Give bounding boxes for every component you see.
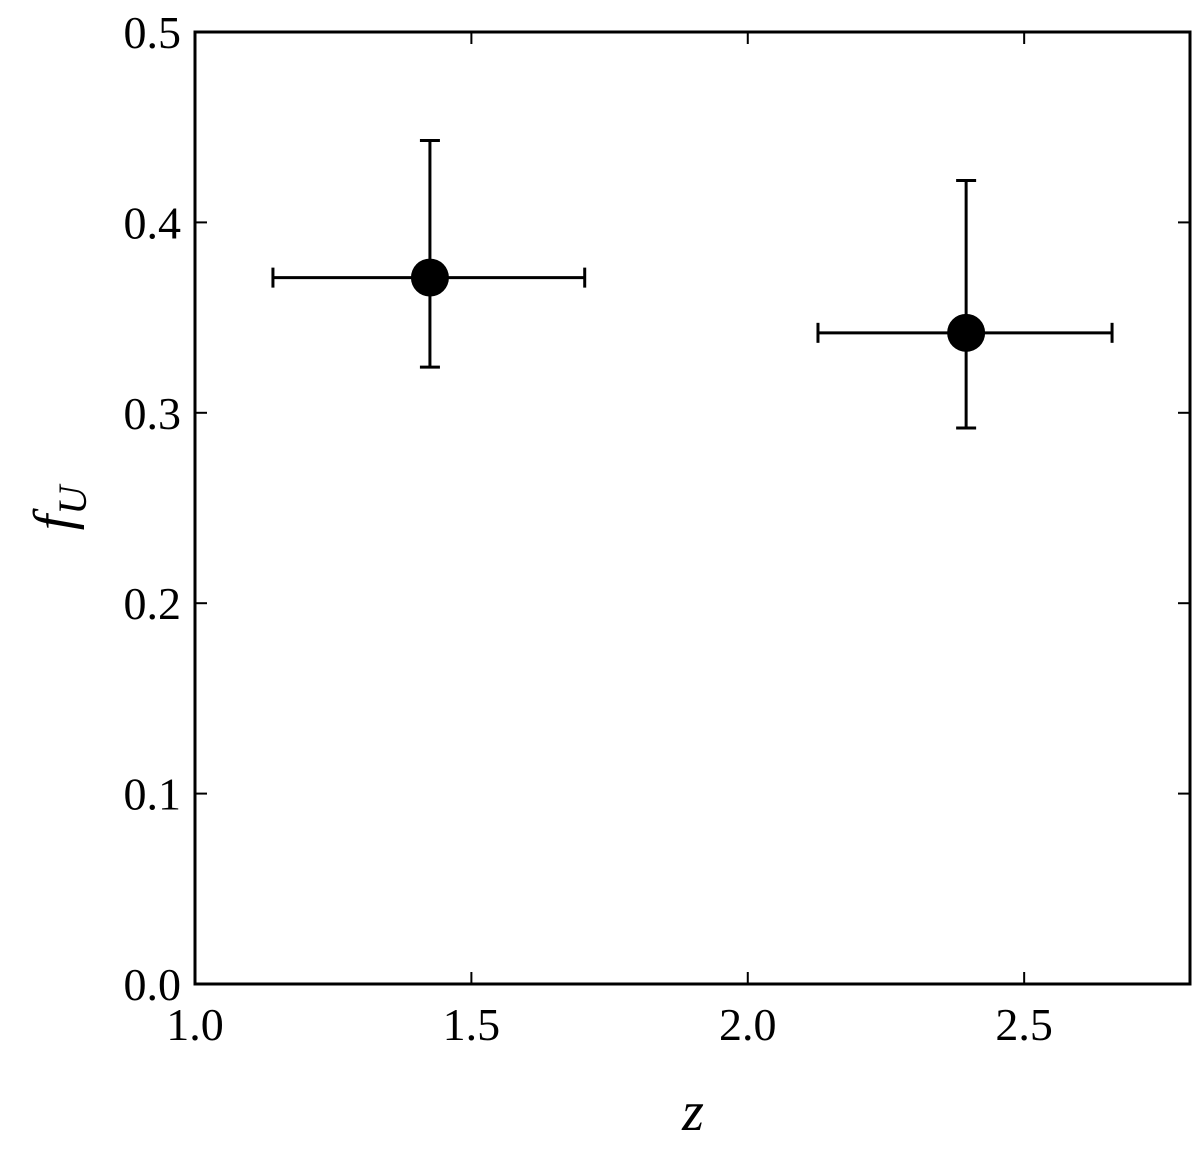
x-tick-label: 2.0	[719, 999, 777, 1050]
x-axis-label: z	[681, 1081, 704, 1143]
y-axis-label: fU	[23, 483, 95, 531]
y-tick-label: 0.4	[124, 197, 182, 248]
plot-frame	[193, 30, 1192, 986]
point	[947, 313, 986, 352]
y-tick-label: 0.5	[124, 7, 182, 58]
x-tick-label: 1.5	[443, 999, 501, 1050]
y-axis-label-subscript: U	[50, 483, 95, 515]
x-tick-label: 1.0	[166, 999, 224, 1050]
point	[410, 258, 449, 297]
y-tick-label: 0.1	[124, 769, 182, 820]
y-tick-label: 0.2	[124, 578, 182, 629]
y-tick-label: 0.3	[124, 388, 182, 439]
x-tick-label: 2.5	[995, 999, 1053, 1050]
y-tick-label: 0.0	[124, 959, 182, 1010]
